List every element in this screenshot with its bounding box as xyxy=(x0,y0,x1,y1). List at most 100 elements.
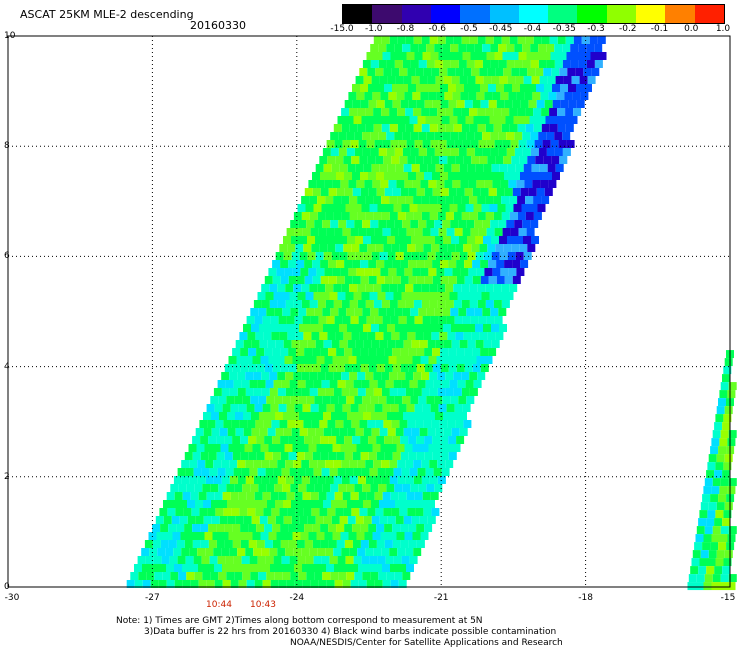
swath-cell xyxy=(388,356,397,364)
swath-cell xyxy=(565,36,574,44)
swath-cell xyxy=(246,316,255,324)
swath-cell xyxy=(418,132,427,140)
swath-cell xyxy=(251,428,260,436)
swath-cell xyxy=(253,300,262,308)
swath-cell xyxy=(296,276,305,284)
swath-cell xyxy=(711,534,720,543)
swath-cell xyxy=(477,212,486,220)
swath-cell xyxy=(222,580,231,588)
swath-cell xyxy=(536,172,544,180)
swath-cell xyxy=(397,372,406,380)
swath-cell xyxy=(352,276,361,284)
swath-cell xyxy=(197,548,206,556)
swath-cell xyxy=(397,212,406,220)
swath-cell xyxy=(342,316,351,324)
colorbar-segment xyxy=(401,5,432,23)
swath-cell xyxy=(454,316,463,324)
swath-cell xyxy=(490,132,499,140)
swath-cell xyxy=(564,92,573,100)
swath-cell xyxy=(315,428,324,436)
swath-cell xyxy=(457,204,466,212)
swath-cell xyxy=(181,460,190,468)
swath-cell xyxy=(403,324,411,332)
swath-cell xyxy=(320,348,329,356)
swath-cell xyxy=(249,380,258,388)
swath-cell xyxy=(486,228,495,236)
swath-cell xyxy=(286,228,295,236)
swath-cell xyxy=(429,108,438,116)
swath-cell xyxy=(514,44,523,52)
swath-cell xyxy=(268,532,277,540)
swath-cell xyxy=(299,236,307,244)
swath-cell xyxy=(476,180,485,188)
swath-cell xyxy=(495,332,504,340)
swath-cell xyxy=(293,300,302,308)
swath-cell xyxy=(250,484,259,492)
swath-cell xyxy=(230,580,239,588)
swath-cell xyxy=(301,372,310,380)
swath-cell xyxy=(456,348,465,356)
swath-cell xyxy=(440,364,449,372)
swath-cell xyxy=(501,108,510,116)
swath-cell xyxy=(271,420,280,428)
swath-cell xyxy=(351,244,360,252)
swath-cell xyxy=(188,444,197,452)
swath-cell xyxy=(431,332,440,340)
swath-cell xyxy=(438,316,447,324)
swath-cell xyxy=(354,572,363,580)
x-tick-label: -15 xyxy=(720,593,736,603)
swath-cell xyxy=(312,540,321,548)
swath-cell xyxy=(245,476,254,484)
swath-cell xyxy=(274,572,283,580)
swath-cell xyxy=(383,420,392,428)
swath-cell xyxy=(352,348,361,356)
swath-cell xyxy=(317,548,326,556)
swath-cell xyxy=(412,444,421,452)
swath-cell xyxy=(441,204,450,212)
swath-cell xyxy=(394,396,403,404)
swath-cell xyxy=(467,340,476,348)
swath-cell xyxy=(306,220,315,228)
swath-cell xyxy=(456,172,464,180)
swath-cell xyxy=(321,468,330,476)
swath-cell xyxy=(192,452,201,460)
swath-cell xyxy=(177,556,186,564)
swath-cell xyxy=(435,412,443,420)
swath-cell xyxy=(309,372,318,380)
swath-cell xyxy=(393,556,402,564)
swath-cell xyxy=(548,180,557,188)
swath-cell xyxy=(216,452,225,460)
swath-cell xyxy=(532,180,541,188)
swath-cell xyxy=(275,412,283,420)
swath-cell xyxy=(485,108,494,116)
swath-cell xyxy=(413,196,422,204)
swath-cell xyxy=(357,124,366,132)
swath-cell xyxy=(461,36,470,44)
swath-cell xyxy=(275,252,284,260)
swath-cell xyxy=(525,212,534,220)
swath-cell xyxy=(411,252,420,260)
swath-cell xyxy=(533,108,542,116)
swath-cell xyxy=(371,252,380,260)
swath-cell xyxy=(409,204,418,212)
swath-cell xyxy=(226,484,235,492)
swath-cell xyxy=(412,268,421,276)
swath-cell xyxy=(344,364,353,372)
swath-cell xyxy=(251,324,259,332)
swath-cell xyxy=(722,374,730,383)
swath-cell xyxy=(336,364,345,372)
swath-cell xyxy=(449,116,458,124)
swath-cell xyxy=(444,444,453,452)
swath-cell xyxy=(528,172,536,180)
swath-cell xyxy=(269,300,278,308)
swath-cell xyxy=(283,340,292,348)
swath-cell xyxy=(394,484,403,492)
swath-cell xyxy=(360,188,369,196)
swath-cell xyxy=(502,52,511,60)
swath-cell xyxy=(448,276,457,284)
swath-cell xyxy=(343,156,352,164)
swath-cell xyxy=(363,428,372,436)
swath-cell xyxy=(243,500,251,508)
swath-cell xyxy=(344,172,352,180)
swath-cell xyxy=(583,68,592,76)
